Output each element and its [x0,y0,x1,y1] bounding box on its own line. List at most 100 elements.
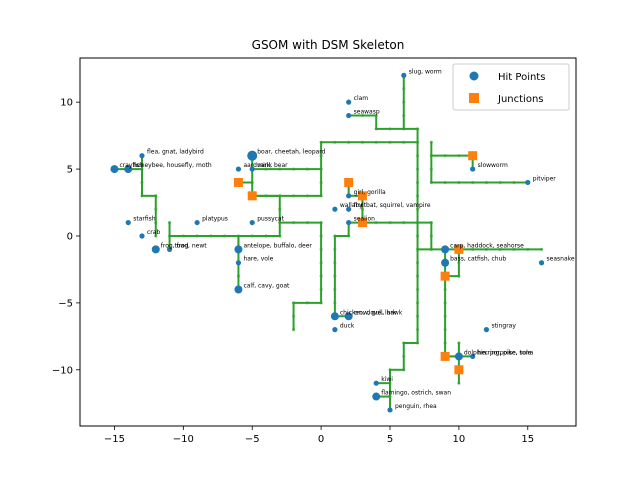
hit-point [332,327,338,333]
y-tick-label: 0 [67,231,73,242]
point-label: frog, frog [161,242,189,249]
point-label: herring, pike, sole [478,349,532,356]
junction-points [233,151,478,375]
point-label: kiwi [381,376,393,383]
point-label: bass, catfish, chub [450,256,506,263]
hit-point [110,165,119,174]
junction-point [357,191,367,201]
x-tick-label: 5 [387,434,393,445]
point-label: clam [354,95,369,102]
hit-point [124,165,133,174]
x-tick-label: −10 [173,434,194,445]
junction-point [233,177,243,187]
point-label: crab [147,229,160,236]
hit-point [344,312,353,321]
hit-point [346,193,352,199]
hit-point [346,219,352,226]
plot-frame [79,57,577,427]
chart-title: GSOM with DSM Skeleton [252,38,405,52]
hit-point [139,153,145,159]
hit-point [235,166,242,172]
hit-point [470,166,476,172]
point-label: crayfish [119,162,143,169]
hit-point [346,99,352,105]
hit-point [125,219,131,226]
hit-point [235,260,242,266]
point-label: honeybee, housefly, moth [133,162,212,169]
hit-point [470,353,476,360]
hit-point [387,407,393,413]
point-label: starfish [133,216,156,223]
x-tick-label: −15 [104,434,125,445]
point-label: fruitbat, squirrel, vampire [354,202,431,209]
point-label: platypus [202,216,228,223]
point-label: girl, gorilla [354,189,386,196]
hit-point [401,72,407,78]
hit-point [139,233,145,239]
hit-point [151,245,160,254]
legend-hit-marker [469,71,479,81]
hit-point [234,285,243,294]
hit-point [538,260,545,266]
hit-point [483,327,490,333]
point-label: hare, vole [243,256,273,263]
hit-point [194,219,200,226]
point-label: penguin, rhea [395,403,437,410]
point-label: calf, cavy, goat [243,283,290,290]
point-label: slug, worm [409,68,442,75]
junction-point [454,244,464,254]
point-label: sealion [354,216,375,223]
y-tick-label: −10 [52,365,73,376]
junction-point [454,365,464,375]
point-label: pitviper [533,175,557,182]
point-label: chicken, dove, lark [340,309,397,316]
hit-point [247,150,258,161]
point-label: flamingo, ostrich, swan [381,390,451,397]
y-tick-label: 10 [60,98,73,109]
hit-point [249,166,255,172]
point-label: aardvark, bear [243,162,288,169]
hit-point [373,380,379,386]
point-label: flea, gnat, ladybird [147,149,204,156]
hit-point [454,352,463,361]
point-label: boar, cheetah, leopard [257,149,325,156]
hit-point [525,179,531,186]
hit-point [346,206,352,212]
point-label: pussycat [257,216,284,223]
y-axis: −10 −5 0 5 10 [52,98,80,376]
hit-point [441,258,450,267]
hit-point [372,392,381,401]
point-label: mink [257,162,272,169]
point-label: duck [340,323,355,330]
junction-point [247,191,257,201]
point-label: antelope, buffalo, deer [243,242,312,249]
hit-point [332,206,338,212]
hit-points [110,72,545,413]
point-label: slowworm [478,162,508,169]
junction-point [440,351,450,361]
point-label: toad, newt [175,242,208,249]
hit-point [441,245,450,254]
point-annotations: slug, worm clam seawasp flea, gnat, ladybir… [119,68,574,410]
hit-point [330,312,339,321]
hit-point [346,112,352,119]
x-axis: −15 −10 −5 0 5 10 15 [104,426,534,445]
point-label: seasnake [547,256,575,263]
junction-point [468,151,478,161]
x-tick-label: 0 [318,434,324,445]
x-tick-label: −5 [245,434,260,445]
x-tick-label: 10 [453,434,466,445]
junction-point [344,177,354,187]
legend-hit-label: Hit Points [498,72,545,83]
hit-point [249,219,255,226]
legend: Hit Points Junctions [452,63,570,111]
point-label: carp, haddock, seahorse [450,242,524,249]
legend-box [452,63,570,111]
plot-area: slug, worm clam seawasp flea, gnat, ladybir… [79,57,577,427]
point-label: stingray [491,323,516,330]
point-label: wallaby [340,202,363,209]
junction-point [440,271,450,281]
point-label: seawasp [354,109,380,116]
y-tick-label: 5 [67,165,73,176]
